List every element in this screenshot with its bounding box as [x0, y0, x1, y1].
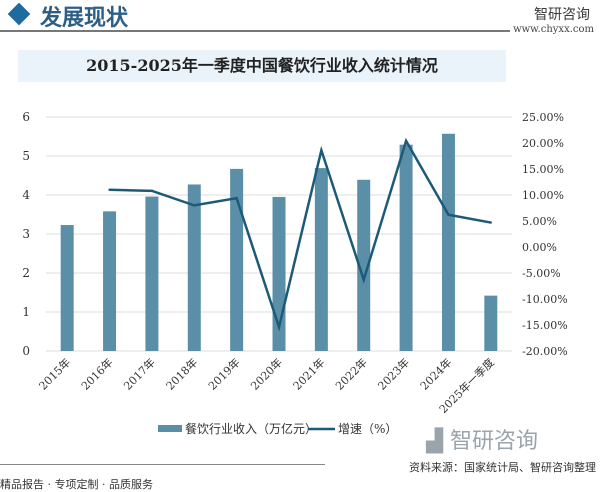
brand-logo: 智研咨询: [534, 7, 590, 23]
x-tick-label: 2016年: [78, 355, 115, 392]
bar: [314, 168, 328, 351]
growth-point: [193, 204, 196, 207]
brand-url: www.chyxx.com: [513, 24, 594, 35]
left-tick-label: 5: [22, 149, 30, 163]
legend-bar-swatch: [158, 425, 182, 432]
left-tick-label: 3: [22, 227, 30, 241]
bar: [484, 295, 498, 351]
growth-point: [108, 188, 111, 191]
legend-bar-label: 餐饮行业收入（万亿元）: [185, 421, 317, 436]
bar: [399, 144, 413, 351]
left-tick-label: 4: [22, 188, 30, 202]
right-tick-label: -5.00%: [522, 267, 561, 280]
bar: [145, 196, 159, 351]
x-tick-label: 2019年: [205, 355, 242, 392]
x-tick-label: 2015年: [36, 355, 73, 392]
bar: [187, 184, 201, 351]
left-tick-label: 6: [22, 110, 30, 124]
chart-title: 2015-2025年一季度中国餐饮行业收入统计情况: [18, 50, 506, 82]
x-tick-label: 2020年: [248, 355, 285, 392]
growth-line: [109, 137, 492, 332]
x-tick-label: 2023年: [375, 355, 412, 392]
growth-point: [362, 278, 365, 281]
right-tick-label: 10.00%: [522, 189, 564, 202]
watermark-logo: ▟ 智研咨询: [426, 429, 538, 454]
footer-slogan: 精品报告 · 专项定制 · 品质服务: [0, 478, 153, 491]
x-tick-label: 2018年: [163, 355, 200, 392]
growth-point: [404, 139, 408, 143]
section-title: 发展现状: [40, 5, 129, 31]
growth-point: [277, 325, 281, 329]
growth-point: [150, 189, 154, 193]
bar: [230, 168, 244, 351]
header: 发展现状 智研咨询 www.chyxx.com: [0, 0, 600, 35]
right-tick-label: 0.00%: [522, 241, 557, 254]
right-tick-label: 20.00%: [522, 137, 564, 150]
right-tick-label: 25.00%: [522, 111, 564, 124]
growth-point: [235, 196, 238, 200]
right-tick-label: -15.00%: [522, 319, 568, 332]
right-tick-label: -20.00%: [522, 345, 568, 358]
growth-point: [320, 149, 323, 152]
right-tick-label: -10.00%: [522, 293, 568, 306]
bar: [103, 211, 117, 351]
legend-line-label: 增速（%）: [338, 422, 397, 436]
growth-point: [447, 213, 450, 216]
bar: [441, 133, 455, 351]
left-tick-label: 2: [22, 266, 30, 280]
x-tick-label: 2017年: [121, 355, 158, 392]
x-tick-label: 2022年: [332, 355, 369, 392]
left-tick-label: 0: [22, 344, 30, 358]
left-tick-label: 1: [22, 305, 30, 319]
growth-point: [489, 221, 493, 224]
right-tick-label: 15.00%: [522, 163, 564, 176]
x-tick-label: 2024年: [417, 355, 454, 392]
bar: [60, 225, 74, 351]
source-note: 资料来源：国家统计局、智研咨询整理: [409, 461, 596, 474]
bar: [357, 179, 371, 351]
footer-divider: [0, 464, 325, 465]
divider: [0, 30, 510, 32]
right-tick-label: 5.00%: [522, 215, 557, 228]
x-tick-label: 2021年: [290, 355, 327, 392]
